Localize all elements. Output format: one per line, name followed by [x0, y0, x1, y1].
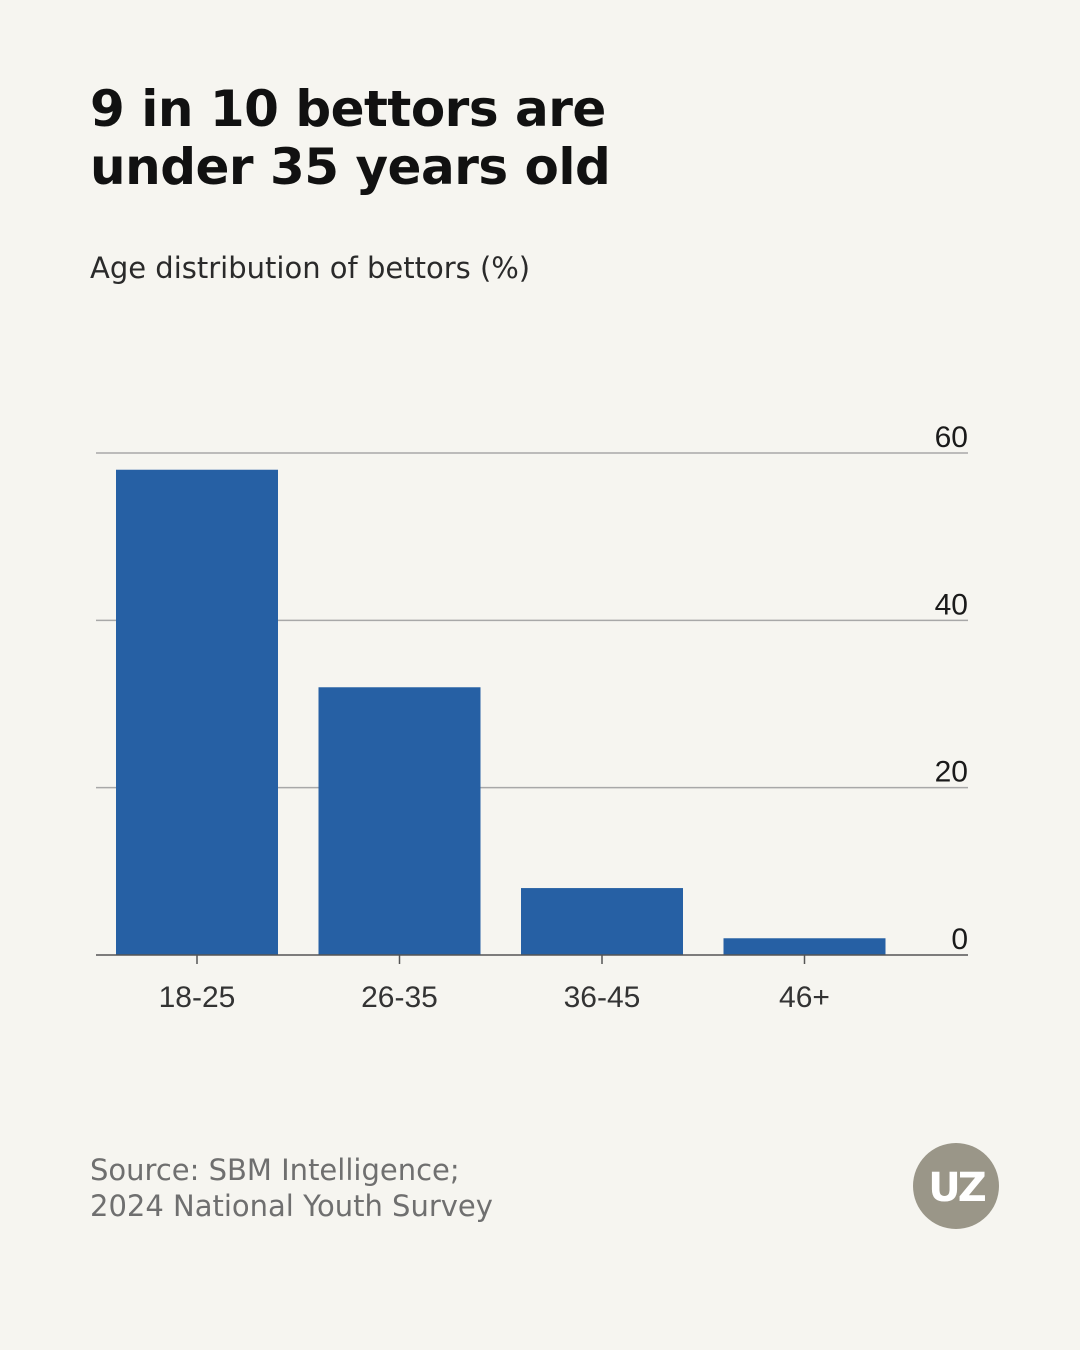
source-line-1: Source: SBM Intelligence;	[90, 1153, 460, 1187]
y-tick-label-0: 0	[951, 923, 968, 956]
x-axis-tick-labels: 18-25 26-35 36-45 46+	[159, 981, 830, 1014]
x-tick-label-36-45: 36-45	[564, 981, 641, 1014]
bar-46+	[723, 938, 886, 955]
y-axis-tick-labels: 0 20 40 60	[935, 421, 968, 956]
y-tick-label-20: 20	[935, 756, 968, 789]
bars	[116, 469, 886, 955]
x-tick-label-46+: 46+	[779, 981, 830, 1014]
chart-title-line-2: under 35 years old	[90, 138, 611, 196]
bar-36-45	[521, 888, 683, 955]
bar-26-35	[318, 687, 481, 955]
logo-text: UZ	[928, 1165, 985, 1211]
uz-logo: UZ	[913, 1143, 999, 1229]
y-tick-label-60: 60	[935, 421, 968, 454]
bar-chart: 0 20 40 60 18-25 26-35 36-45 46+	[96, 421, 968, 1014]
x-tick-label-26-35: 26-35	[361, 981, 438, 1014]
chart-subtitle: Age distribution of bettors (%)	[90, 251, 531, 285]
source-line-2: 2024 National Youth Survey	[90, 1189, 493, 1223]
source-note: Source: SBM Intelligence; 2024 National …	[90, 1152, 493, 1224]
y-tick-label-40: 40	[935, 588, 968, 621]
chart-title: 9 in 10 bettors are under 35 years old	[90, 80, 790, 196]
x-tick-label-18-25: 18-25	[159, 981, 236, 1014]
bar-18-25	[116, 469, 278, 955]
logo-circle	[913, 1143, 999, 1229]
chart-title-line-1: 9 in 10 bettors are	[90, 80, 606, 138]
x-axis	[96, 954, 968, 964]
